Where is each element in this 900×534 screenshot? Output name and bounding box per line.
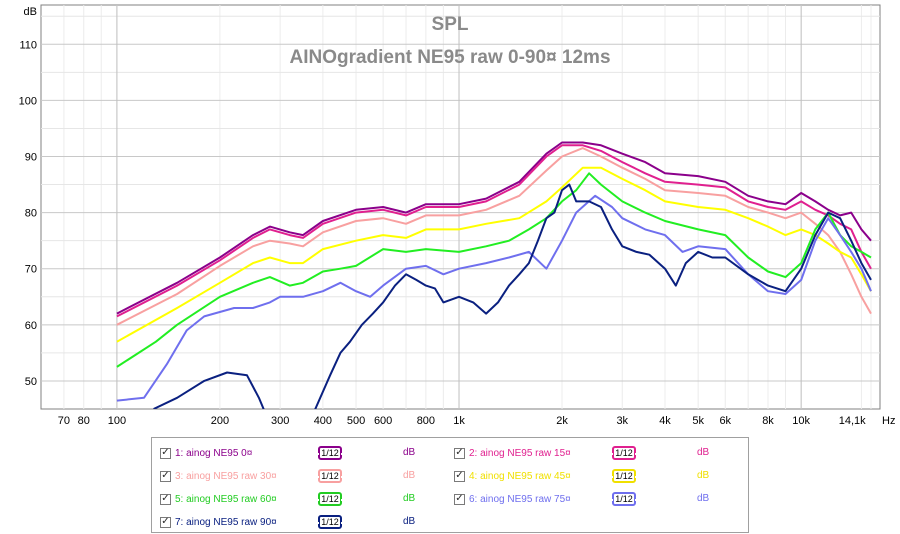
x-tick-label: 200 xyxy=(211,415,229,427)
legend-checkbox[interactable]: ✓ xyxy=(454,493,465,505)
series-line-5 xyxy=(116,172,872,368)
legend-checkbox[interactable]: ✓ xyxy=(454,470,465,482)
smoothing-button[interactable]: 1/12 xyxy=(608,492,640,506)
x-tick-label: 70 xyxy=(58,415,70,427)
legend-item-7: ✓ 7: ainog NE95 raw 90¤ xyxy=(160,512,277,532)
x-tick-label: 2k xyxy=(556,415,568,427)
series-line-7 xyxy=(153,183,872,409)
y-tick-label: 110 xyxy=(19,39,37,51)
legend-unit: dB xyxy=(403,493,416,504)
x-tick-label: 5k xyxy=(692,415,704,427)
x-tick-label: 500 xyxy=(347,415,365,427)
x-tick-label: 6k xyxy=(719,415,731,427)
series-line-1 xyxy=(116,141,872,315)
legend-label: 5: ainog NE95 raw 60¤ xyxy=(175,493,277,505)
legend-item-2: ✓ 2: ainog NE95 raw 15¤ xyxy=(454,443,571,463)
legend-checkbox[interactable]: ✓ xyxy=(454,447,465,459)
y-axis-label: dB xyxy=(24,6,37,18)
legend-label: 6: ainog NE95 raw 75¤ xyxy=(469,493,571,505)
y-tick-label: 70 xyxy=(25,264,37,276)
chart-title: SPL xyxy=(432,14,469,35)
legend-label: 4: ainog NE95 raw 45¤ xyxy=(469,470,571,482)
legend-label: 2: ainog NE95 raw 15¤ xyxy=(469,447,571,459)
legend-unit: dB xyxy=(403,447,416,458)
series-line-3 xyxy=(116,147,872,326)
legend-checkbox[interactable]: ✓ xyxy=(160,470,171,482)
legend-item-6: ✓ 6: ainog NE95 raw 75¤ xyxy=(454,489,571,509)
chart-subtitle: AINOgradient NE95 raw 0-90¤ 12ms xyxy=(289,47,610,68)
x-tick-label: 4k xyxy=(659,415,671,427)
smoothing-button[interactable]: 1/12 xyxy=(314,515,346,529)
legend-unit: dB xyxy=(697,447,710,458)
legend-label: 3: ainog NE95 raw 30¤ xyxy=(175,470,277,482)
x-tick-label: 300 xyxy=(271,415,289,427)
x-tick-label: 80 xyxy=(78,415,90,427)
legend: ✓ 1: ainog NE95 0¤ 1/12 dB ✓ 2: ainog NE95 ra… xyxy=(151,437,749,533)
legend-unit: dB xyxy=(403,470,416,481)
smoothing-button[interactable]: 1/12 xyxy=(608,469,640,483)
legend-checkbox[interactable]: ✓ xyxy=(160,493,171,505)
x-tick-label: 14,1k xyxy=(839,415,866,427)
y-tick-label: 80 xyxy=(25,208,37,220)
x-tick-label: 600 xyxy=(374,415,392,427)
x-tick-label: 8k xyxy=(762,415,774,427)
smoothing-button[interactable]: 1/12 xyxy=(314,492,346,506)
x-axis-label: Hz xyxy=(882,415,895,427)
legend-item-4: ✓ 4: ainog NE95 raw 45¤ xyxy=(454,466,571,486)
x-tick-label: 400 xyxy=(314,415,332,427)
y-tick-label: 50 xyxy=(25,376,37,388)
smoothing-button[interactable]: 1/12 xyxy=(608,446,640,460)
x-tick-label: 100 xyxy=(108,415,126,427)
smoothing-button[interactable]: 1/12 xyxy=(314,469,346,483)
spl-chart: 50 60 70 80 90 100 110 dB 70 80 100 200 300 400 500 600… xyxy=(19,4,895,427)
y-tick-label: 60 xyxy=(25,320,37,332)
legend-item-3: ✓ 3: ainog NE95 raw 30¤ xyxy=(160,466,277,486)
legend-label: 1: ainog NE95 0¤ xyxy=(175,447,253,459)
legend-unit: dB xyxy=(697,470,710,481)
legend-unit: dB xyxy=(697,493,710,504)
legend-unit: dB xyxy=(403,516,416,527)
legend-checkbox[interactable]: ✓ xyxy=(160,516,171,528)
series-line-4 xyxy=(116,166,872,343)
legend-checkbox[interactable]: ✓ xyxy=(160,447,171,459)
x-tick-label: 800 xyxy=(417,415,435,427)
x-tick-label: 10k xyxy=(792,415,810,427)
y-tick-label: 90 xyxy=(25,152,37,164)
legend-label: 7: ainog NE95 raw 90¤ xyxy=(175,516,277,528)
smoothing-button[interactable]: 1/12 xyxy=(314,446,346,460)
x-tick-label: 3k xyxy=(616,415,628,427)
legend-item-1: ✓ 1: ainog NE95 0¤ xyxy=(160,443,252,463)
x-tick-label: 1k xyxy=(453,415,465,427)
series-line-6 xyxy=(116,194,872,402)
y-tick-label: 100 xyxy=(19,95,37,107)
legend-item-5: ✓ 5: ainog NE95 raw 60¤ xyxy=(160,489,277,509)
series-line-2 xyxy=(116,144,872,318)
